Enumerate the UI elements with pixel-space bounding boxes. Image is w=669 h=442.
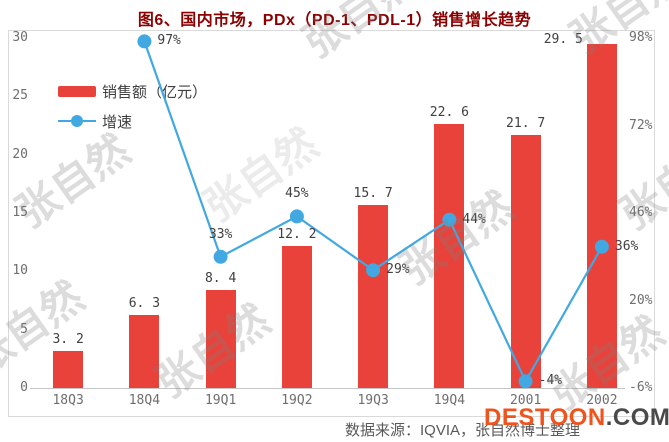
x-axis-category: 2001 <box>509 393 542 408</box>
legend: 销售额（亿元） 增速 <box>58 79 207 139</box>
growth-value-label: 33% <box>208 226 233 242</box>
growth-value-label: -4% <box>538 373 563 389</box>
sales-bar <box>281 245 312 388</box>
line-dot-icon <box>58 115 96 127</box>
logo-suffix: .COM <box>605 404 669 431</box>
bar-value-label: 8. 4 <box>204 271 237 286</box>
x-axis-category: 18Q3 <box>52 393 84 408</box>
left-axis-tick: 15 <box>12 205 28 220</box>
right-axis-tick: 46% <box>629 205 653 220</box>
sales-bar <box>586 43 617 388</box>
sales-bar <box>205 290 236 388</box>
sales-bar <box>510 134 541 388</box>
source-note: 数据来源：IQVIA，张自然博士整理 <box>345 422 581 439</box>
sales-bar <box>358 204 389 388</box>
chart-title: 图6、国内市场，PDx（PD-1、PDL-1）销售增长趋势 <box>137 12 532 29</box>
left-axis-tick: 25 <box>12 88 28 104</box>
right-axis-tick: 20% <box>629 292 653 308</box>
growth-value-label: 29% <box>386 262 410 278</box>
bar-value-label: 15. 7 <box>353 185 393 201</box>
x-axis-category: 19Q3 <box>357 393 389 408</box>
bar-value-label: 22. 6 <box>429 105 469 121</box>
sales-bar <box>129 314 160 388</box>
bar-value-label: 29. 5 <box>543 31 583 47</box>
bar-value-label: 21. 7 <box>506 115 546 131</box>
x-axis-category: 18Q4 <box>128 393 161 408</box>
left-axis-tick: 0 <box>20 380 28 395</box>
left-axis-tick: 20 <box>12 146 28 162</box>
growth-value-label: 97% <box>157 33 181 49</box>
legend-item-sales: 销售额（亿元） <box>58 79 207 103</box>
bar-value-label: 6. 3 <box>128 295 161 311</box>
legend-label-sales: 销售额（亿元） <box>102 83 208 101</box>
x-axis-line <box>30 388 625 389</box>
growth-value-label: 36% <box>614 238 639 254</box>
left-axis-tick: 10 <box>12 263 28 279</box>
left-axis-tick: 5 <box>20 321 28 337</box>
sales-bar <box>53 350 84 388</box>
legend-item-growth: 增速 <box>58 109 207 133</box>
x-axis-category: 19Q1 <box>204 393 237 408</box>
x-axis-category: 19Q2 <box>281 393 313 408</box>
bar-value-label: 3. 2 <box>52 331 84 347</box>
bar-value-label: 12. 2 <box>277 226 317 242</box>
bar-swatch-icon <box>58 85 96 97</box>
legend-label-growth: 增速 <box>102 113 133 131</box>
sales-bar <box>434 124 465 388</box>
logo-main: DESTOON <box>484 404 606 431</box>
growth-value-label: 45% <box>285 186 309 202</box>
destoon-logo: DESTOON.COM <box>484 404 669 432</box>
x-axis-category: 19Q4 <box>433 393 466 408</box>
right-axis-tick: 98% <box>629 30 653 45</box>
plot-border <box>8 30 655 417</box>
growth-value-label: 44% <box>462 211 486 227</box>
right-axis-tick: -6% <box>629 380 653 395</box>
x-axis-category: 2002 <box>586 393 618 408</box>
right-axis-tick: 72% <box>629 117 653 133</box>
left-axis-tick: 30 <box>12 30 28 45</box>
